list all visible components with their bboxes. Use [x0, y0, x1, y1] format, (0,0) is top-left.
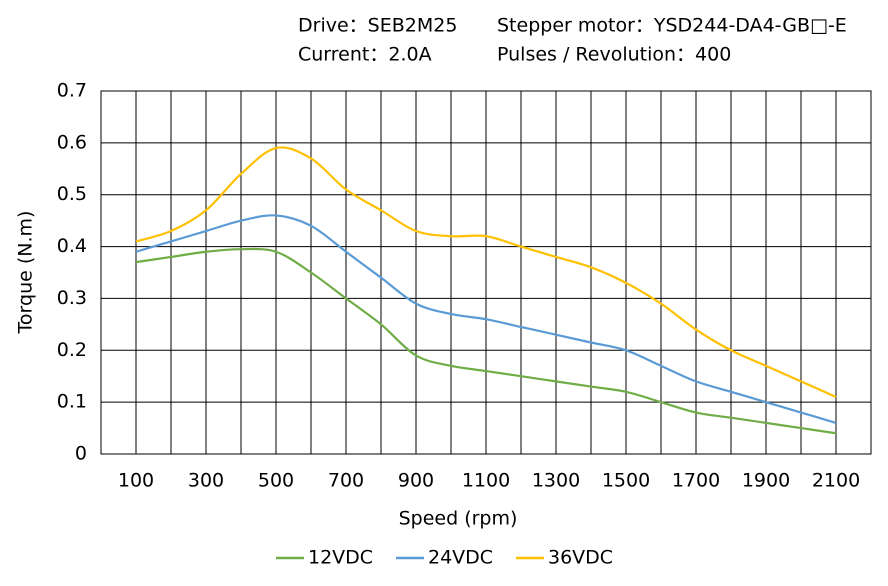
x-tick-label: 1500 [602, 470, 650, 492]
x-tick-label: 700 [328, 470, 364, 492]
x-axis-label: Speed (rpm) [399, 508, 518, 530]
line [135, 146, 837, 398]
x-tick-label: 900 [398, 470, 434, 492]
y-axis-label: Torque (N.m) [15, 211, 37, 335]
legend-label: 12VDC [308, 547, 373, 569]
y-tick-label: 0.4 [57, 235, 87, 257]
x-tick-label: 1300 [532, 470, 580, 492]
x-tick-label: 1100 [462, 470, 510, 492]
x-tick-label: 500 [258, 470, 294, 492]
x-tick-label: 300 [188, 470, 224, 492]
annotation: Drive：SEB2M25 [298, 15, 457, 37]
x-tick-label: 100 [118, 470, 154, 492]
y-tick-label: 0.7 [57, 80, 87, 102]
y-tick-label: 0.6 [57, 131, 87, 153]
line [135, 214, 837, 424]
x-tick-label: 1700 [672, 470, 720, 492]
x-tick-label: 1900 [742, 470, 790, 492]
y-tick-label: 0 [75, 443, 87, 465]
annotation: Pulses / Revolution：400 [497, 44, 731, 66]
y-tick-label: 0.5 [57, 183, 87, 205]
legend-label: 24VDC [428, 547, 493, 569]
y-tick-label: 0.3 [57, 287, 87, 309]
annotation: Stepper motor：YSD244-DA4-GB□-E [497, 15, 847, 37]
legend-label: 36VDC [548, 547, 613, 569]
line [135, 247, 837, 435]
annotation: Current：2.0A [298, 44, 432, 66]
y-tick-label: 0.1 [57, 391, 87, 413]
x-tick-label: 2100 [812, 470, 860, 492]
y-tick-label: 0.2 [57, 339, 87, 361]
